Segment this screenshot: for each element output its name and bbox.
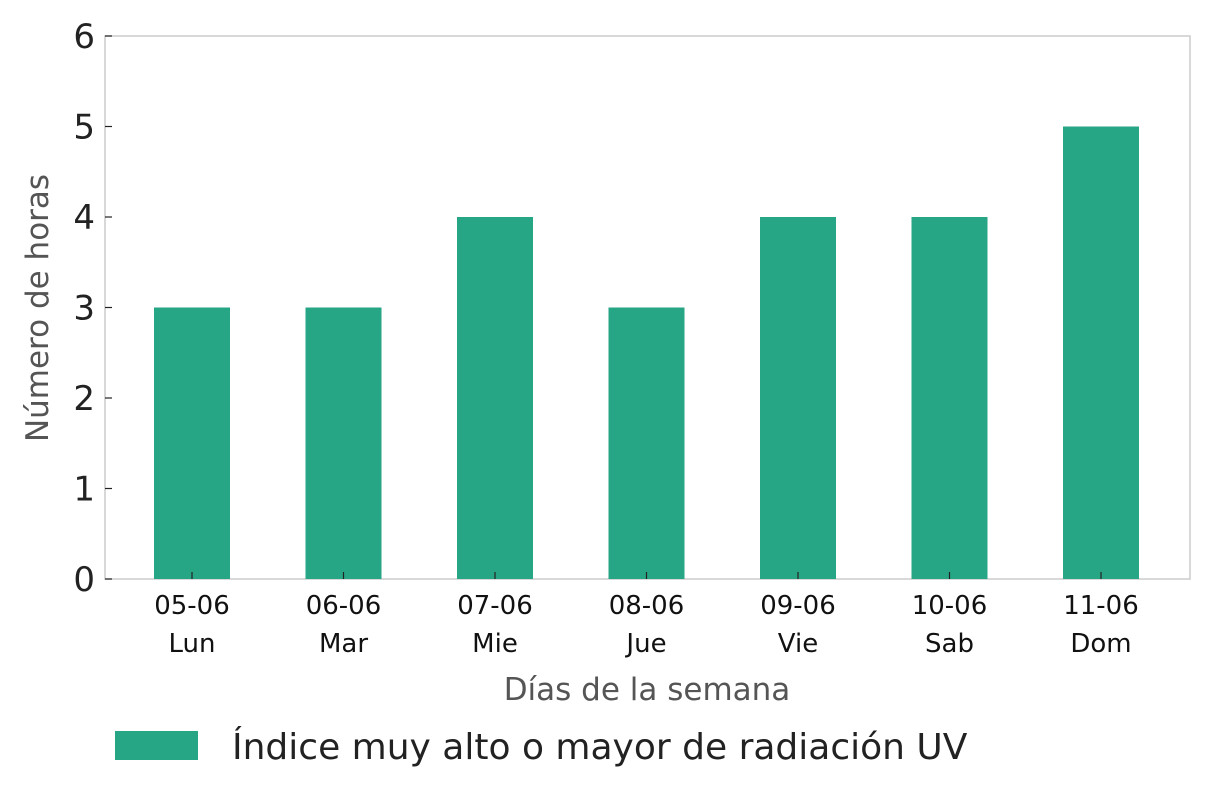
y-tick-label: 0 xyxy=(73,560,95,600)
x-tick-label-day: Lun xyxy=(169,629,216,659)
x-tick-label-date: 10-06 xyxy=(912,591,988,621)
legend-swatch xyxy=(115,731,198,760)
y-axis-ticks: 0 1 2 3 4 5 6 xyxy=(73,17,112,600)
x-tick-label-day: Dom xyxy=(1070,629,1131,659)
bar-mar xyxy=(305,307,382,579)
x-tick-label-date: 09-06 xyxy=(760,591,836,621)
x-tick-label-date: 05-06 xyxy=(154,591,230,621)
y-tick-label: 1 xyxy=(73,470,95,510)
y-tick-label: 3 xyxy=(73,289,95,329)
y-axis-title: Número de horas xyxy=(20,174,56,442)
y-tick-label: 4 xyxy=(73,198,95,238)
x-tick-label-day: Vie xyxy=(778,629,818,659)
legend-label: Índice muy alto o mayor de radiación UV xyxy=(232,726,968,768)
y-tick-label: 5 xyxy=(73,108,95,148)
x-tick-label-day: Mar xyxy=(319,629,368,659)
bars-group xyxy=(154,126,1139,579)
y-tick-label: 2 xyxy=(73,379,95,419)
bar-mie xyxy=(457,217,533,579)
x-tick-label-day: Jue xyxy=(624,629,666,659)
x-tick-label-date: 11-06 xyxy=(1063,591,1139,621)
bar-vie xyxy=(760,217,836,579)
x-tick-label-date: 08-06 xyxy=(609,591,685,621)
x-tick-label-day: Sab xyxy=(925,629,974,659)
bar-dom xyxy=(1063,126,1139,579)
x-axis-title: Días de la semana xyxy=(504,672,791,708)
x-tick-label-date: 06-06 xyxy=(306,591,382,621)
x-tick-label-day: Mie xyxy=(472,629,518,659)
bar-lun xyxy=(154,307,230,579)
x-axis-ticks: 05-06 Lun 06-06 Mar 07-06 Mie 08-06 Jue 09-06 Vie… xyxy=(154,572,1139,659)
bar-sab xyxy=(911,217,988,579)
bar-jue xyxy=(608,307,685,579)
legend: Índice muy alto o mayor de radiación UV xyxy=(115,726,968,768)
y-tick-label: 6 xyxy=(73,17,95,57)
x-tick-label-date: 07-06 xyxy=(457,591,533,621)
